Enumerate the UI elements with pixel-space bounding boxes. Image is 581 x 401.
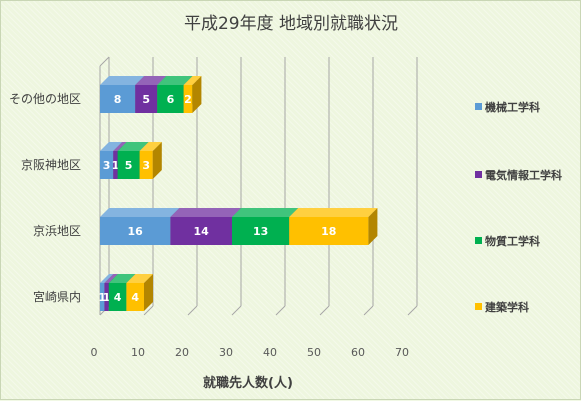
bar-segment: 4 (126, 274, 153, 311)
bar-front-face (104, 283, 109, 311)
bar-segment: 3 (139, 142, 162, 179)
floor-gridline (143, 305, 154, 316)
bar-front-face (100, 85, 136, 113)
legend-label: 電気情報工学科 (485, 168, 562, 182)
bar-front-face (113, 151, 118, 179)
bar-top-face (183, 76, 202, 85)
legend-swatch (475, 237, 482, 244)
bar-front-face (100, 283, 105, 311)
legend-item: 物質工学科 (475, 234, 540, 248)
bar-side-face (144, 274, 153, 311)
legend-swatch (475, 103, 482, 110)
bar-top-face (126, 274, 153, 283)
x-tick-label: 60 (351, 346, 365, 359)
bar-front-face (157, 85, 184, 113)
floor-gridline (363, 305, 374, 316)
bar-top-face (100, 76, 145, 85)
bar-front-face (139, 151, 153, 179)
x-tick-label: 70 (395, 346, 409, 359)
bar-front-face (135, 85, 158, 113)
x-tick-label: 40 (263, 346, 277, 359)
category-label: 宮崎県内 (33, 289, 81, 304)
bar-front-face (100, 151, 114, 179)
legend-swatch (475, 303, 482, 310)
bar-top-face (170, 208, 241, 217)
floor-gridline (319, 305, 330, 316)
bar-front-face (170, 217, 232, 245)
floor-gridline (231, 305, 242, 316)
bar-front-face (289, 217, 369, 245)
data-label: 4 (131, 291, 139, 304)
legend-label: 機械工学科 (485, 100, 540, 114)
bar-front-face (183, 85, 193, 113)
category-label: 京浜地区 (33, 224, 81, 238)
data-label: 6 (167, 93, 175, 106)
data-label: 1 (98, 291, 106, 304)
x-tick-labels: 0 10 20 30 40 50 60 70 (91, 346, 410, 359)
bar-top-face (113, 142, 127, 151)
chart-title: 平成29年度 地域別就職状況 (184, 14, 398, 34)
legend-item: 建築学科 (475, 300, 529, 314)
bar-top-face (100, 208, 180, 217)
data-label: 8 (114, 93, 122, 106)
x-tick-label: 0 (91, 346, 98, 359)
bar-side-face (192, 76, 202, 113)
bar-front-face (100, 217, 171, 245)
data-label: 18 (321, 225, 336, 238)
side-wall-edge (99, 56, 110, 67)
legend-label: 建築学科 (485, 300, 529, 314)
bar-segment: 16 (100, 208, 180, 245)
bar-segment: 13 (232, 208, 299, 245)
bar-top-face (100, 274, 114, 283)
x-tick-label: 50 (307, 346, 321, 359)
data-label: 1 (103, 291, 111, 304)
legend-swatch (475, 171, 482, 178)
x-tick-label: 20 (175, 346, 189, 359)
bar-top-face (100, 142, 123, 151)
legend-item: 機械工学科 (475, 100, 540, 114)
bar-top-face (117, 142, 149, 151)
data-label: 1 (112, 159, 120, 172)
bar-top-face (289, 208, 378, 217)
floor-gridline (187, 305, 198, 316)
data-label: 3 (142, 159, 150, 172)
x-axis-title: 就職先人数(人) (203, 375, 293, 391)
data-label: 3 (103, 159, 111, 172)
bar-front-face (126, 283, 144, 311)
bar-top-face (104, 274, 118, 283)
data-label: 2 (184, 93, 192, 106)
data-label: 5 (142, 93, 150, 106)
legend-item: 電気情報工学科 (475, 168, 562, 182)
bar-top-face (139, 142, 162, 151)
floor-gridline (407, 305, 418, 316)
data-label: 13 (253, 225, 268, 238)
data-label: 14 (194, 225, 210, 238)
floor-gridline (275, 305, 286, 316)
category-label: 京阪神地区 (21, 158, 81, 172)
bar-top-face (232, 208, 299, 217)
bar-front-face (108, 283, 127, 311)
bar-top-face (157, 76, 193, 85)
x-tick-label: 10 (131, 346, 145, 359)
bar-segment: 2 (183, 76, 202, 113)
legend-label: 物質工学科 (485, 234, 540, 248)
bar-side-face (152, 142, 162, 179)
bar-segment: 14 (170, 208, 241, 245)
data-label: 16 (128, 225, 144, 238)
bar-front-face (117, 151, 140, 179)
bar-top-face (135, 76, 167, 85)
x-tick-label: 30 (219, 346, 233, 359)
bar-top-face (108, 274, 136, 283)
bar-front-face (232, 217, 290, 245)
category-label: その他の地区 (9, 92, 81, 106)
data-label: 4 (114, 291, 122, 304)
bar-side-face (368, 208, 378, 245)
bar-segment: 18 (289, 208, 378, 245)
data-label: 5 (125, 159, 133, 172)
